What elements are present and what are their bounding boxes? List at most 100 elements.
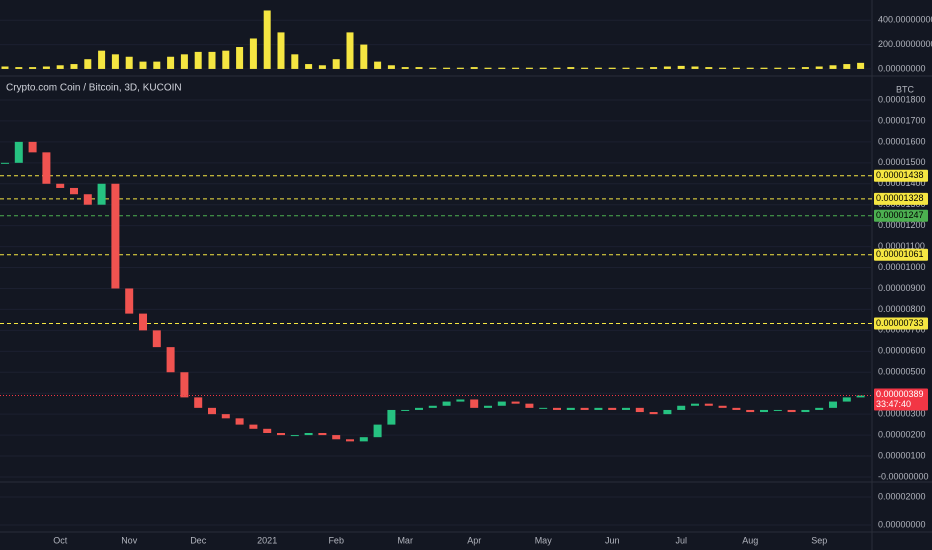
- candle: [442, 401, 451, 406]
- volume-bar: [443, 67, 451, 69]
- volume-bar: [318, 65, 326, 69]
- volume-bar: [415, 67, 423, 69]
- volume-bar: [167, 56, 175, 69]
- volume-bar: [498, 67, 506, 69]
- y-tick-label: 0.00000100: [878, 450, 926, 460]
- level-label-box: [874, 209, 928, 222]
- candle: [180, 372, 189, 398]
- volume-bar: [125, 56, 133, 69]
- volume-bar: [512, 67, 520, 69]
- candle: [111, 183, 120, 289]
- candle: [290, 435, 299, 437]
- candle: [387, 409, 396, 425]
- x-tick-label: Nov: [121, 535, 138, 545]
- unit-label: BTC: [896, 84, 915, 94]
- candle: [815, 407, 824, 410]
- candle: [401, 409, 410, 411]
- y-tick-label: 200.00000000: [878, 39, 932, 49]
- volume-bar: [429, 67, 437, 69]
- volume-bar: [705, 67, 713, 69]
- volume-bar: [236, 47, 244, 69]
- volume-bar: [194, 51, 202, 69]
- volume-bar: [29, 67, 37, 69]
- candle: [580, 407, 589, 410]
- volume-bar: [56, 65, 64, 69]
- volume-bar: [788, 67, 796, 69]
- candle: [718, 405, 727, 408]
- volume-bar: [539, 67, 547, 69]
- volume-bar: [801, 67, 809, 69]
- candle: [346, 439, 354, 442]
- volume-bar: [84, 59, 92, 69]
- y-tick-label: 0.00001500: [878, 157, 926, 167]
- level-label: 0.00001061: [876, 249, 924, 259]
- candle: [635, 407, 644, 413]
- level-label-box: [874, 248, 928, 261]
- volume-bar: [829, 65, 837, 69]
- volume-bar: [843, 64, 851, 69]
- candle: [746, 409, 755, 413]
- volume-bar: [746, 67, 754, 69]
- volume-bar: [374, 61, 382, 69]
- volume-bar: [581, 67, 589, 69]
- y-tick-label: 0.00001800: [878, 94, 926, 104]
- volume-bar: [691, 66, 699, 69]
- volume-bar: [636, 67, 644, 69]
- candle: [456, 399, 465, 402]
- candle: [304, 432, 313, 436]
- level-label: 0.00000733: [876, 318, 924, 328]
- candle: [415, 407, 423, 410]
- level-label-box: [874, 169, 928, 182]
- candle: [373, 424, 382, 438]
- countdown: 33:47:40: [876, 399, 911, 409]
- volume-bar: [70, 64, 78, 69]
- candle: [152, 330, 161, 348]
- candle: [221, 414, 230, 419]
- candle: [70, 187, 78, 195]
- level-label-box: [874, 192, 928, 205]
- volume-bar: [291, 54, 299, 69]
- volume-bar: [153, 61, 161, 69]
- volume-bar: [346, 32, 354, 69]
- x-tick-label: May: [535, 535, 553, 545]
- volume-bar: [360, 44, 368, 69]
- candle: [194, 397, 203, 408]
- y-tick-label: -0.00000000: [878, 471, 929, 481]
- x-tick-label: Feb: [328, 535, 344, 545]
- candle: [663, 409, 672, 415]
- level-label: 0.00001328: [876, 193, 924, 203]
- candle: [83, 194, 92, 205]
- volume-bar: [525, 67, 533, 69]
- candle: [691, 403, 699, 406]
- volume-bar: [567, 67, 575, 69]
- volume-bar: [15, 67, 23, 69]
- volume-bar: [732, 67, 740, 69]
- volume-bar: [249, 38, 257, 69]
- last-price-box: [874, 388, 928, 411]
- volume-bar: [608, 67, 616, 69]
- volume-bar: [263, 10, 271, 69]
- y-tick-label: 0.00000300: [878, 409, 926, 419]
- candle: [539, 407, 548, 409]
- chart-title: Crypto.com Coin / Bitcoin, 3D, KUCOIN: [6, 83, 182, 94]
- candle: [856, 395, 865, 398]
- volume-bar: [277, 32, 285, 69]
- candle: [677, 405, 686, 410]
- candle: [649, 412, 658, 415]
- level-label: 0.00001247: [876, 210, 924, 220]
- volume-bar: [208, 51, 216, 69]
- candle: [208, 407, 216, 415]
- candle: [277, 432, 285, 436]
- volume-bar: [484, 67, 492, 69]
- candle: [594, 407, 603, 410]
- candle: [125, 288, 134, 314]
- volume-bar: [180, 54, 188, 69]
- y-tick-label: 0.00000000: [878, 519, 926, 529]
- volume-bar: [222, 50, 230, 69]
- y-tick-label: 0.00001100: [878, 241, 925, 251]
- volume-bar: [650, 67, 658, 69]
- candle: [622, 407, 630, 410]
- volume-bar: [663, 66, 671, 69]
- y-tick-label: 0.00000500: [878, 367, 926, 377]
